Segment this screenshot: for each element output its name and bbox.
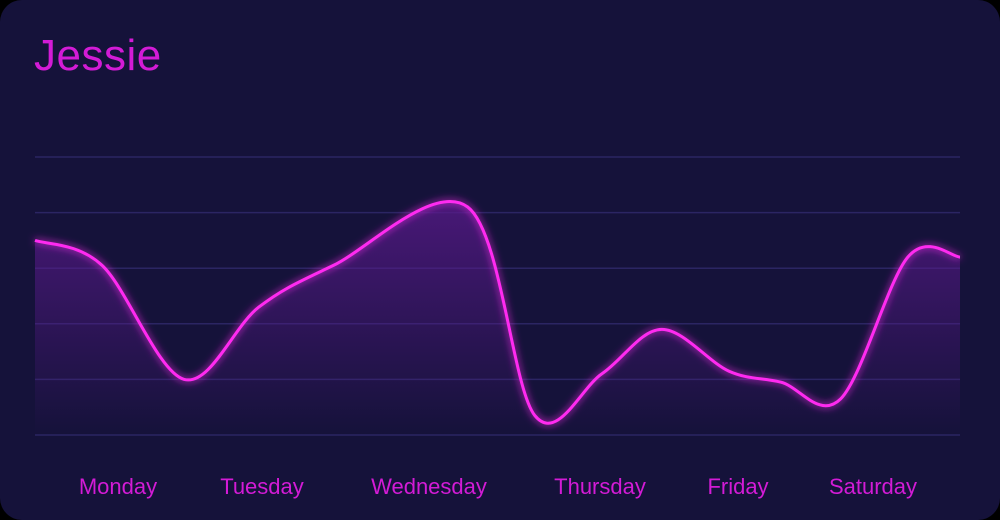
series-area	[35, 201, 960, 435]
series-line	[34, 199, 961, 425]
x-tick-label-monday: Monday	[79, 474, 157, 499]
x-tick-label-thursday: Thursday	[554, 474, 646, 499]
x-axis-labels: Monday Tuesday Wednesday Thursday Friday Satu…	[79, 474, 917, 499]
x-tick-label-wednesday: Wednesday	[371, 474, 487, 499]
chart-title: Jessie	[34, 31, 162, 80]
x-tick-label-saturday: Saturday	[829, 474, 917, 499]
x-tick-label-tuesday: Tuesday	[220, 474, 304, 499]
x-tick-label-friday: Friday	[707, 474, 768, 499]
